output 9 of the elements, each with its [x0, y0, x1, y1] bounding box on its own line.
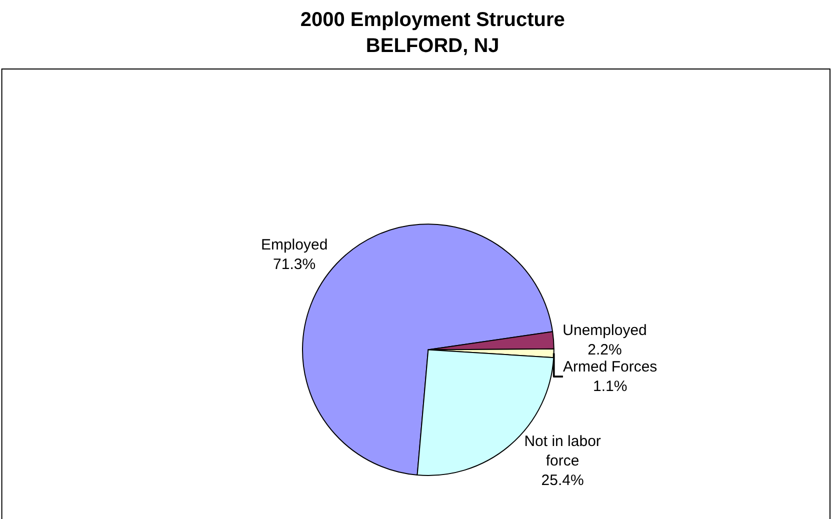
slice-label: Armed Forces — [562, 358, 658, 376]
slice-label: Unemployed — [562, 322, 647, 339]
slice-label: Not in labor force — [524, 433, 601, 470]
chart-title: 2000 Employment Structure BELFORD, NJ — [300, 8, 565, 57]
slice-label: Employed — [260, 236, 328, 254]
data-label: 1.1% — [592, 378, 628, 395]
data-label: 2.2% — [588, 341, 622, 358]
data-label: 25.4% — [541, 472, 584, 490]
data-label: 71.3% — [273, 256, 316, 274]
